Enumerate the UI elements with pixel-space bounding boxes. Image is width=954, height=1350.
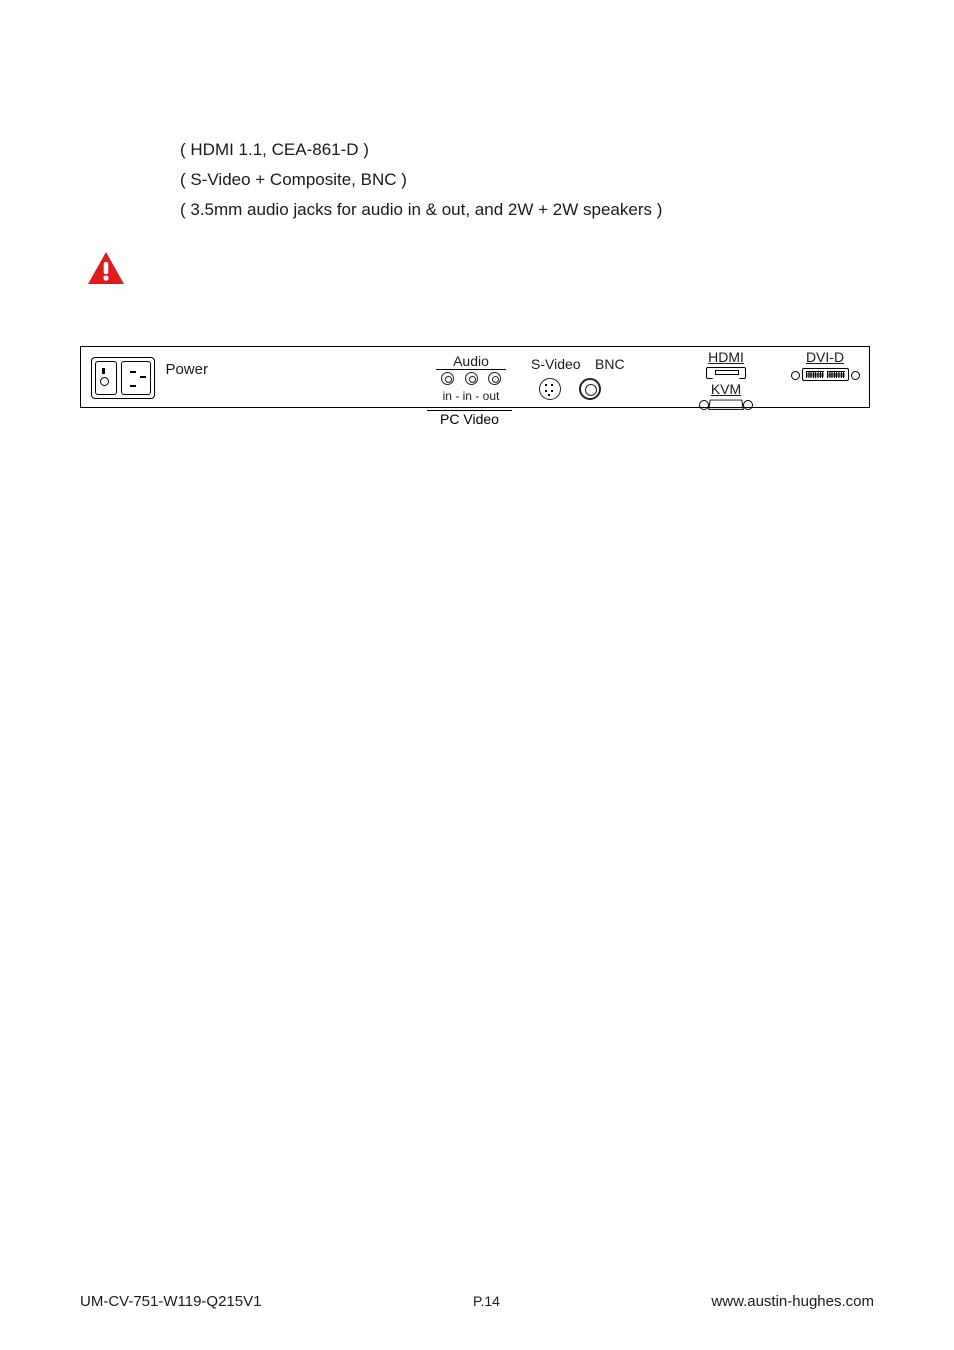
dvi-d-label: DVI-D bbox=[781, 349, 869, 365]
svideo-port-icon bbox=[539, 378, 561, 400]
hdmi-kvm-block: HDMI KVM bbox=[686, 349, 766, 411]
page-content: ( HDMI 1.1, CEA-861-D ) ( S-Video + Comp… bbox=[0, 0, 954, 408]
warning-icon bbox=[86, 250, 126, 286]
audio-label: Audio bbox=[436, 353, 506, 370]
hdmi-label: HDMI bbox=[686, 349, 766, 365]
hdmi-port-icon bbox=[706, 367, 746, 379]
dvi-d-port-icon bbox=[791, 367, 860, 384]
bnc-port-icon bbox=[579, 378, 601, 400]
spec-line-audio: ( 3.5mm audio jacks for audio in & out, … bbox=[180, 200, 874, 220]
bnc-label: BNC bbox=[595, 356, 625, 372]
iec-inlet-icon bbox=[95, 361, 117, 395]
spec-line-hdmi: ( HDMI 1.1, CEA-861-D ) bbox=[180, 140, 874, 160]
audio-in-jack-2-icon bbox=[465, 372, 478, 385]
audio-in-jack-1-icon bbox=[441, 372, 454, 385]
power-switch-icon bbox=[121, 361, 151, 395]
audio-out-jack-icon bbox=[488, 372, 501, 385]
dvi-d-block: DVI-D bbox=[781, 349, 869, 384]
svideo-bnc-block: S-Video BNC bbox=[531, 356, 661, 405]
footer-url: www.austin-hughes.com bbox=[711, 1293, 874, 1310]
svideo-label: S-Video bbox=[531, 356, 581, 372]
audio-connector-block: Audio in - in - out bbox=[421, 353, 521, 403]
pc-video-label: PC Video bbox=[427, 410, 512, 427]
kvm-port-icon bbox=[702, 399, 750, 411]
kvm-label: KVM bbox=[686, 381, 766, 397]
connector-panel: Power Audio in - in - out S-Video BNC HD… bbox=[80, 346, 870, 408]
audio-inout-labels: in - in - out bbox=[421, 389, 521, 403]
power-connector-block: Power bbox=[91, 357, 208, 399]
spec-line-svideo: ( S-Video + Composite, BNC ) bbox=[180, 170, 874, 190]
power-socket-icon bbox=[91, 357, 155, 399]
doc-code: UM-CV-751-W119-Q215V1 bbox=[80, 1293, 261, 1310]
audio-jack-row bbox=[421, 372, 521, 390]
page-footer: UM-CV-751-W119-Q215V1 P.14 www.austin-hu… bbox=[80, 1293, 874, 1310]
page-number: P.14 bbox=[473, 1293, 500, 1309]
power-label: Power bbox=[165, 361, 208, 378]
